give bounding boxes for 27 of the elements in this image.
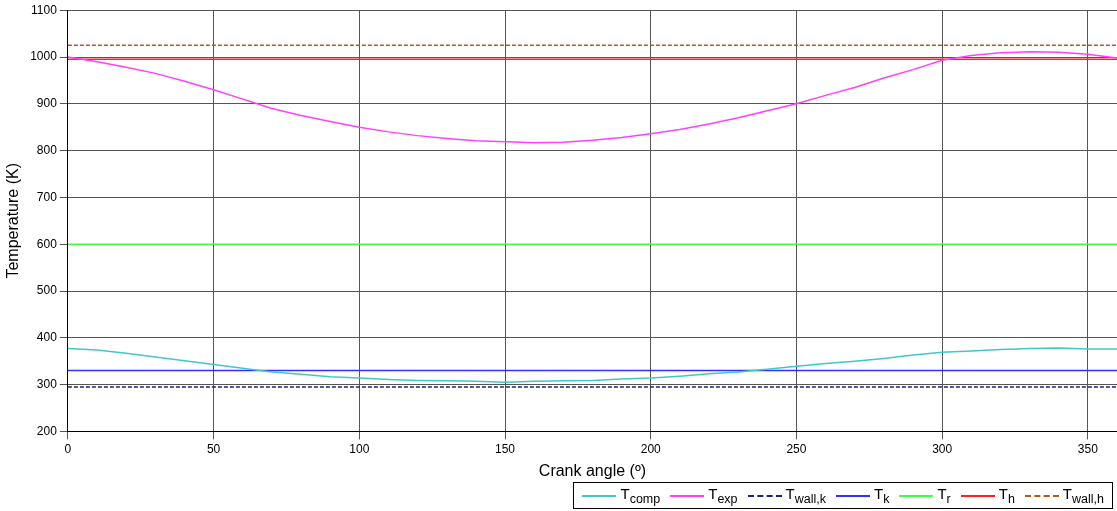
x-tick-label: 0 (64, 441, 72, 456)
x-tick-label: 150 (495, 441, 516, 456)
legend-label: T$_{h}$ (998, 485, 1015, 506)
x-tick-label: 350 (1077, 441, 1099, 456)
x-tick-label: 300 (932, 441, 953, 456)
y-tick-label: 1100 (31, 2, 58, 17)
y-tick-label: 700 (36, 189, 58, 204)
x-tick-label: 250 (786, 441, 807, 456)
legend-label: T$_{k}$ (873, 485, 890, 506)
x-tick-label: 100 (349, 441, 370, 456)
legend-label: T$_{exp}$ (708, 485, 738, 506)
legend-label: T$_{comp}$ (620, 485, 661, 506)
y-tick-label: 500 (36, 283, 58, 298)
x-tick-label: 50 (206, 441, 221, 456)
x-axis-title: Crank angle (º) (538, 461, 647, 479)
y-axis-title: Temperature (K) (4, 163, 22, 279)
y-tick-label: 800 (36, 142, 58, 157)
legend-label: T$_{wall,h}$ (1062, 485, 1104, 506)
y-tick-label: 900 (36, 96, 58, 111)
legend-label: T$_{r}$ (937, 485, 951, 506)
legend-label: T$_{wall,k}$ (785, 485, 826, 506)
y-tick-label: 600 (36, 236, 58, 251)
y-tick-label: 400 (36, 330, 58, 345)
y-tick-label: 200 (36, 423, 58, 438)
y-tick-label: 300 (36, 376, 58, 391)
y-tick-label: 1000 (30, 49, 58, 64)
x-tick-label: 200 (640, 441, 662, 456)
